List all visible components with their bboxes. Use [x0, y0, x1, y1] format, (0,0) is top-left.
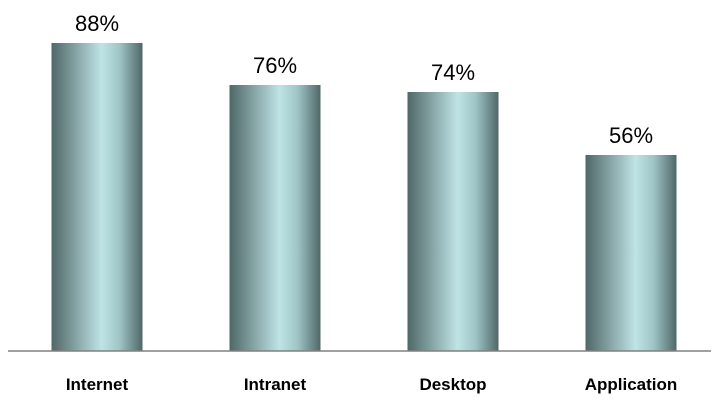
bar-internet: [51, 43, 143, 351]
bar-desktop: [407, 92, 499, 351]
value-label-internet: 88%: [75, 11, 119, 36]
category-label-desktop: Desktop: [419, 375, 486, 394]
value-label-intranet: 76%: [253, 53, 297, 78]
bar-intranet: [229, 85, 321, 351]
value-label-application: 56%: [609, 123, 653, 148]
value-label-desktop: 74%: [431, 60, 475, 85]
category-label-application: Application: [585, 375, 678, 394]
bars-layer: [51, 43, 677, 351]
value-labels-layer: 88% 76% 74% 56%: [75, 11, 653, 148]
category-labels-layer: Internet Intranet Desktop Application: [66, 375, 677, 394]
bar-application: [585, 155, 677, 351]
category-label-internet: Internet: [66, 375, 129, 394]
category-label-intranet: Intranet: [244, 375, 307, 394]
